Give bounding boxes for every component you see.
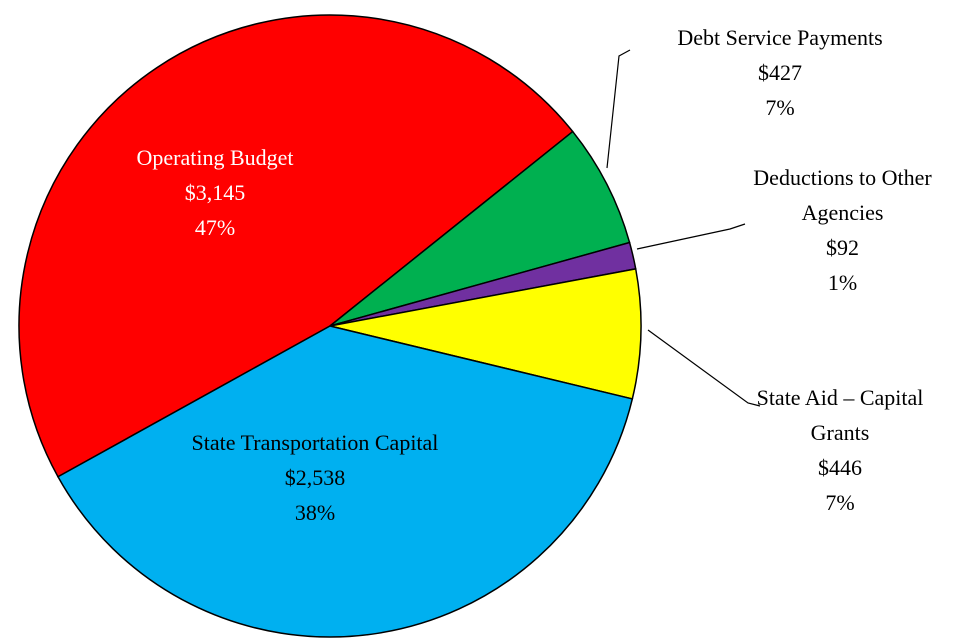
leader-line bbox=[636, 223, 746, 250]
value-label: $2,538 bbox=[284, 465, 346, 490]
value-label: $427 bbox=[758, 60, 802, 85]
slice-label: State Aid – Capital Grants $446 7% bbox=[745, 380, 935, 520]
pie-slice bbox=[56, 325, 634, 638]
category-label: State Aid – Capital Grants bbox=[756, 385, 924, 445]
leader-line bbox=[647, 329, 761, 407]
slice-label: Operating Budget $3,145 47% bbox=[95, 140, 335, 245]
percent-label: 38% bbox=[294, 500, 336, 525]
category-label: State Transportation Capital bbox=[191, 430, 439, 455]
pie-slice bbox=[329, 130, 631, 327]
pie-slice bbox=[329, 267, 642, 400]
percent-label: 7% bbox=[765, 95, 795, 120]
category-label: Debt Service Payments bbox=[677, 25, 883, 50]
value-label: $92 bbox=[826, 235, 859, 260]
slice-label: Deductions to Other Agencies $92 1% bbox=[735, 160, 950, 300]
value-label: $446 bbox=[818, 455, 862, 480]
percent-label: 1% bbox=[827, 270, 858, 295]
leader-line bbox=[606, 49, 631, 169]
slice-label: Debt Service Payments $427 7% bbox=[615, 20, 945, 125]
percent-label: 47% bbox=[194, 215, 236, 240]
category-label: Operating Budget bbox=[136, 145, 294, 170]
slice-label: State Transportation Capital $2,538 38% bbox=[160, 425, 470, 530]
pie-slice bbox=[18, 14, 574, 478]
value-label: $3,145 bbox=[184, 180, 246, 205]
percent-label: 7% bbox=[825, 490, 855, 515]
category-label: Deductions to Other Agencies bbox=[753, 165, 932, 225]
